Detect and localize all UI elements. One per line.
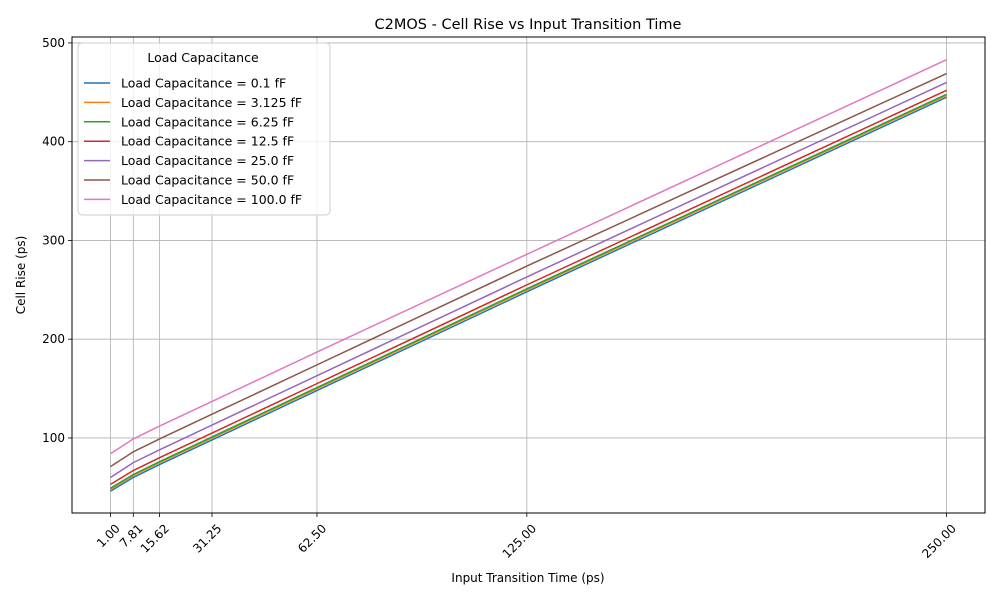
legend-entry-label: Load Capacitance = 0.1 fF bbox=[121, 76, 286, 91]
legend-entry-label: Load Capacitance = 6.25 fF bbox=[121, 114, 294, 129]
y-axis-label: Cell Rise (ps) bbox=[14, 236, 28, 315]
y-tick-label: 200 bbox=[42, 332, 65, 346]
legend-entry-label: Load Capacitance = 3.125 fF bbox=[121, 95, 302, 110]
legend-title: Load Capacitance bbox=[147, 50, 259, 65]
legend-entry-label: Load Capacitance = 25.0 fF bbox=[121, 153, 294, 168]
chart-title: C2MOS - Cell Rise vs Input Transition Ti… bbox=[375, 17, 682, 33]
legend-entry-label: Load Capacitance = 100.0 fF bbox=[121, 192, 302, 207]
x-axis-label: Input Transition Time (ps) bbox=[451, 571, 604, 585]
y-tick-label: 400 bbox=[42, 135, 65, 149]
y-tick-label: 300 bbox=[42, 233, 65, 247]
y-tick-label: 500 bbox=[42, 36, 65, 50]
legend: Load Capacitance Load Capacitance = 0.1 … bbox=[78, 43, 330, 215]
y-tick-label: 100 bbox=[42, 431, 65, 445]
legend-entry-label: Load Capacitance = 50.0 fF bbox=[121, 173, 294, 188]
legend-entry-label: Load Capacitance = 12.5 fF bbox=[121, 134, 294, 149]
